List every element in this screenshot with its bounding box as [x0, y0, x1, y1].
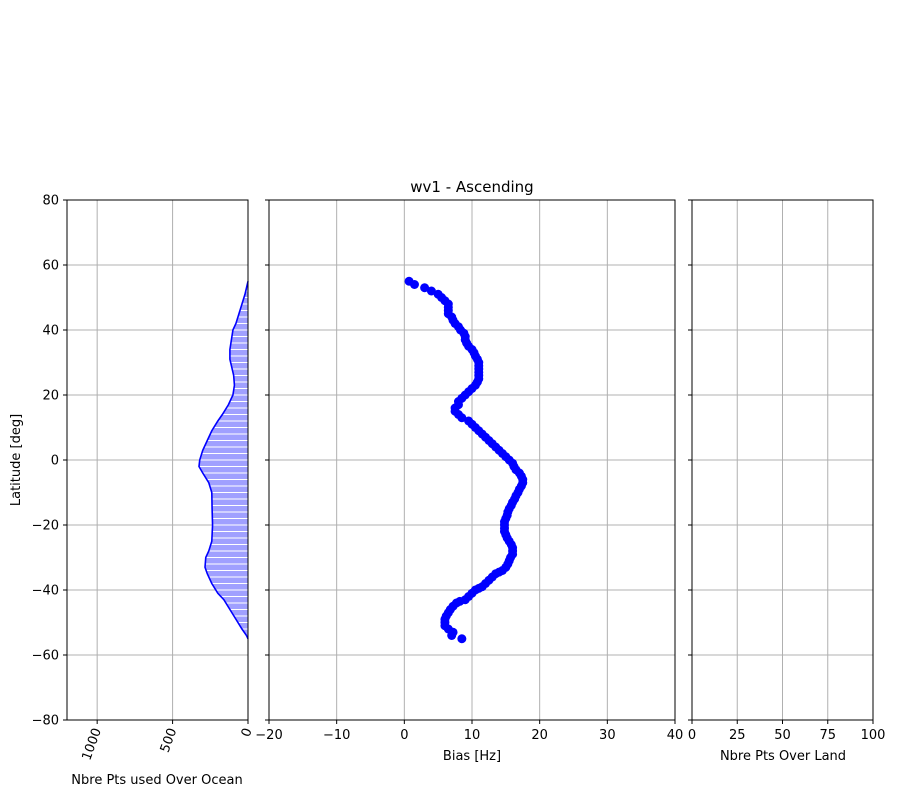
ytick-label: −60: [32, 649, 59, 664]
ytick-label: −80: [32, 714, 59, 729]
panel-2-xtick-label: 30: [599, 728, 616, 743]
y-axis-label: Latitude [deg]: [9, 414, 24, 506]
panel-3-xtick-label: 100: [861, 728, 886, 743]
ytick-label: 60: [42, 259, 59, 274]
bias-x-axis-label: Bias [Hz]: [443, 749, 501, 764]
panel-2-xtick-label: 10: [464, 728, 481, 743]
panel-3-xtick-label: 0: [688, 728, 696, 743]
panel-3-xtick-label: 50: [774, 728, 791, 743]
bias-point: [457, 634, 467, 644]
ytick-label: −20: [32, 519, 59, 534]
land-x-axis-label: Nbre Pts Over Land: [720, 749, 846, 764]
panel-1-xtick-label: 500: [158, 726, 181, 754]
ytick-label: 40: [42, 324, 59, 339]
panel-3-xtick-label: 75: [819, 728, 836, 743]
panel-2-xtick-label: 0: [400, 728, 408, 743]
ocean-x-axis-label: Nbre Pts used Over Ocean: [71, 773, 242, 788]
ytick-label: 20: [42, 389, 59, 404]
panel-3-xtick-label: 25: [729, 728, 746, 743]
panel-2-xtick-label: −20: [255, 728, 282, 743]
panel-1-xtick-label: 0: [239, 726, 256, 739]
panel-2-xtick-label: 40: [667, 728, 684, 743]
panel-2-xtick-label: −10: [323, 728, 350, 743]
bias-point: [404, 276, 414, 286]
ytick-label: 0: [51, 454, 59, 469]
ocean-count-line: [198, 281, 249, 640]
panel-2-xtick-label: 20: [531, 728, 548, 743]
ytick-label: −40: [32, 584, 59, 599]
bias-point: [464, 416, 474, 426]
panel-1-xtick-label: 1000: [80, 726, 105, 762]
bias-point: [420, 283, 430, 293]
chart-title: wv1 - Ascending: [410, 178, 533, 196]
bias-point: [426, 286, 436, 296]
bias-point: [433, 289, 443, 299]
ytick-label: 80: [42, 194, 59, 209]
